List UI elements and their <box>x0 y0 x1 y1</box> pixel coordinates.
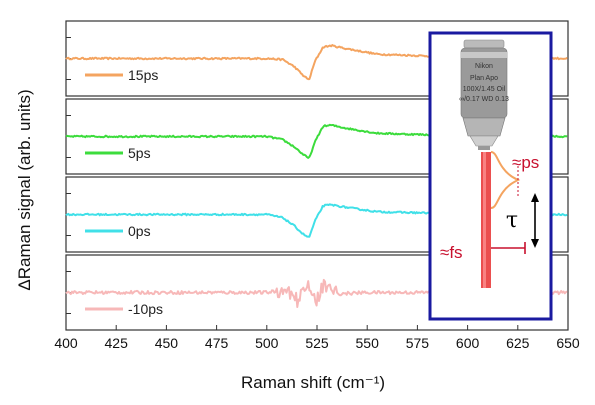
objective-brand: Nikon <box>475 63 493 70</box>
legend-label--10ps: -10ps <box>128 301 163 317</box>
x-tick-label: 650 <box>556 335 580 351</box>
y-axis-title: ΔRaman signal (arb. units) <box>15 89 34 290</box>
objective-type: Plan Apo <box>470 75 498 82</box>
x-tick-label: 625 <box>506 335 530 351</box>
legend-label-15ps: 15ps <box>128 67 158 83</box>
x-tick-label: 475 <box>205 335 229 351</box>
delay-arrow-icon <box>531 193 539 248</box>
ps-label: ≈ps <box>512 153 539 172</box>
x-tick-label: 600 <box>456 335 480 351</box>
objective-lens-icon: Nikon Plan Apo 100X/1.45 Oil ∞/0.17 WD 0… <box>459 39 509 150</box>
legend-label-0ps: 0ps <box>128 223 151 239</box>
x-tick-label: 525 <box>305 335 329 351</box>
inset-illustration: Nikon Plan Apo 100X/1.45 Oil ∞/0.17 WD 0… <box>428 31 553 321</box>
objective-spec: 100X/1.45 Oil <box>463 86 506 93</box>
x-axis-title: Raman shift (cm⁻¹) <box>241 373 385 392</box>
x-tick-label: 400 <box>54 335 78 351</box>
x-tick-label: 425 <box>105 335 129 351</box>
objective-line3: ∞/0.17 WD 0.13 <box>459 96 509 103</box>
legend-label-5ps: 5ps <box>128 145 151 161</box>
x-tick-label: 450 <box>155 335 179 351</box>
x-axis-ticks: 400 425 450 475 500 525 550 575 600 625 650 <box>54 325 580 351</box>
laser-beam-highlight <box>483 152 486 288</box>
tau-label: τ <box>506 208 518 233</box>
x-tick-label: 550 <box>356 335 380 351</box>
x-tick-label: 500 <box>255 335 279 351</box>
fs-pulse-marker <box>491 242 526 254</box>
fs-label: ≈fs <box>440 243 463 262</box>
x-tick-label: 575 <box>406 335 430 351</box>
